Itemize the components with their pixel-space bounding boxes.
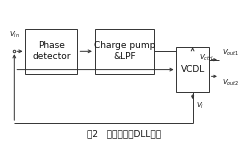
Bar — [177, 47, 209, 92]
Text: $V_{out2}$: $V_{out2}$ — [222, 78, 239, 88]
Text: $V_{out1}$: $V_{out1}$ — [222, 48, 239, 58]
Text: VCDL: VCDL — [181, 65, 205, 74]
Text: $V_{ctrl}$: $V_{ctrl}$ — [199, 53, 214, 63]
Text: $V_{in}$: $V_{in}$ — [9, 30, 20, 40]
Text: Charge pump
&LPF: Charge pump &LPF — [94, 41, 155, 61]
Bar — [25, 29, 77, 74]
Text: Phase
detector: Phase detector — [32, 41, 71, 61]
Text: $V_i$: $V_i$ — [196, 101, 204, 111]
Text: 图2   延迟锁相环DLL结构: 图2 延迟锁相环DLL结构 — [87, 130, 162, 138]
Bar — [95, 29, 154, 74]
